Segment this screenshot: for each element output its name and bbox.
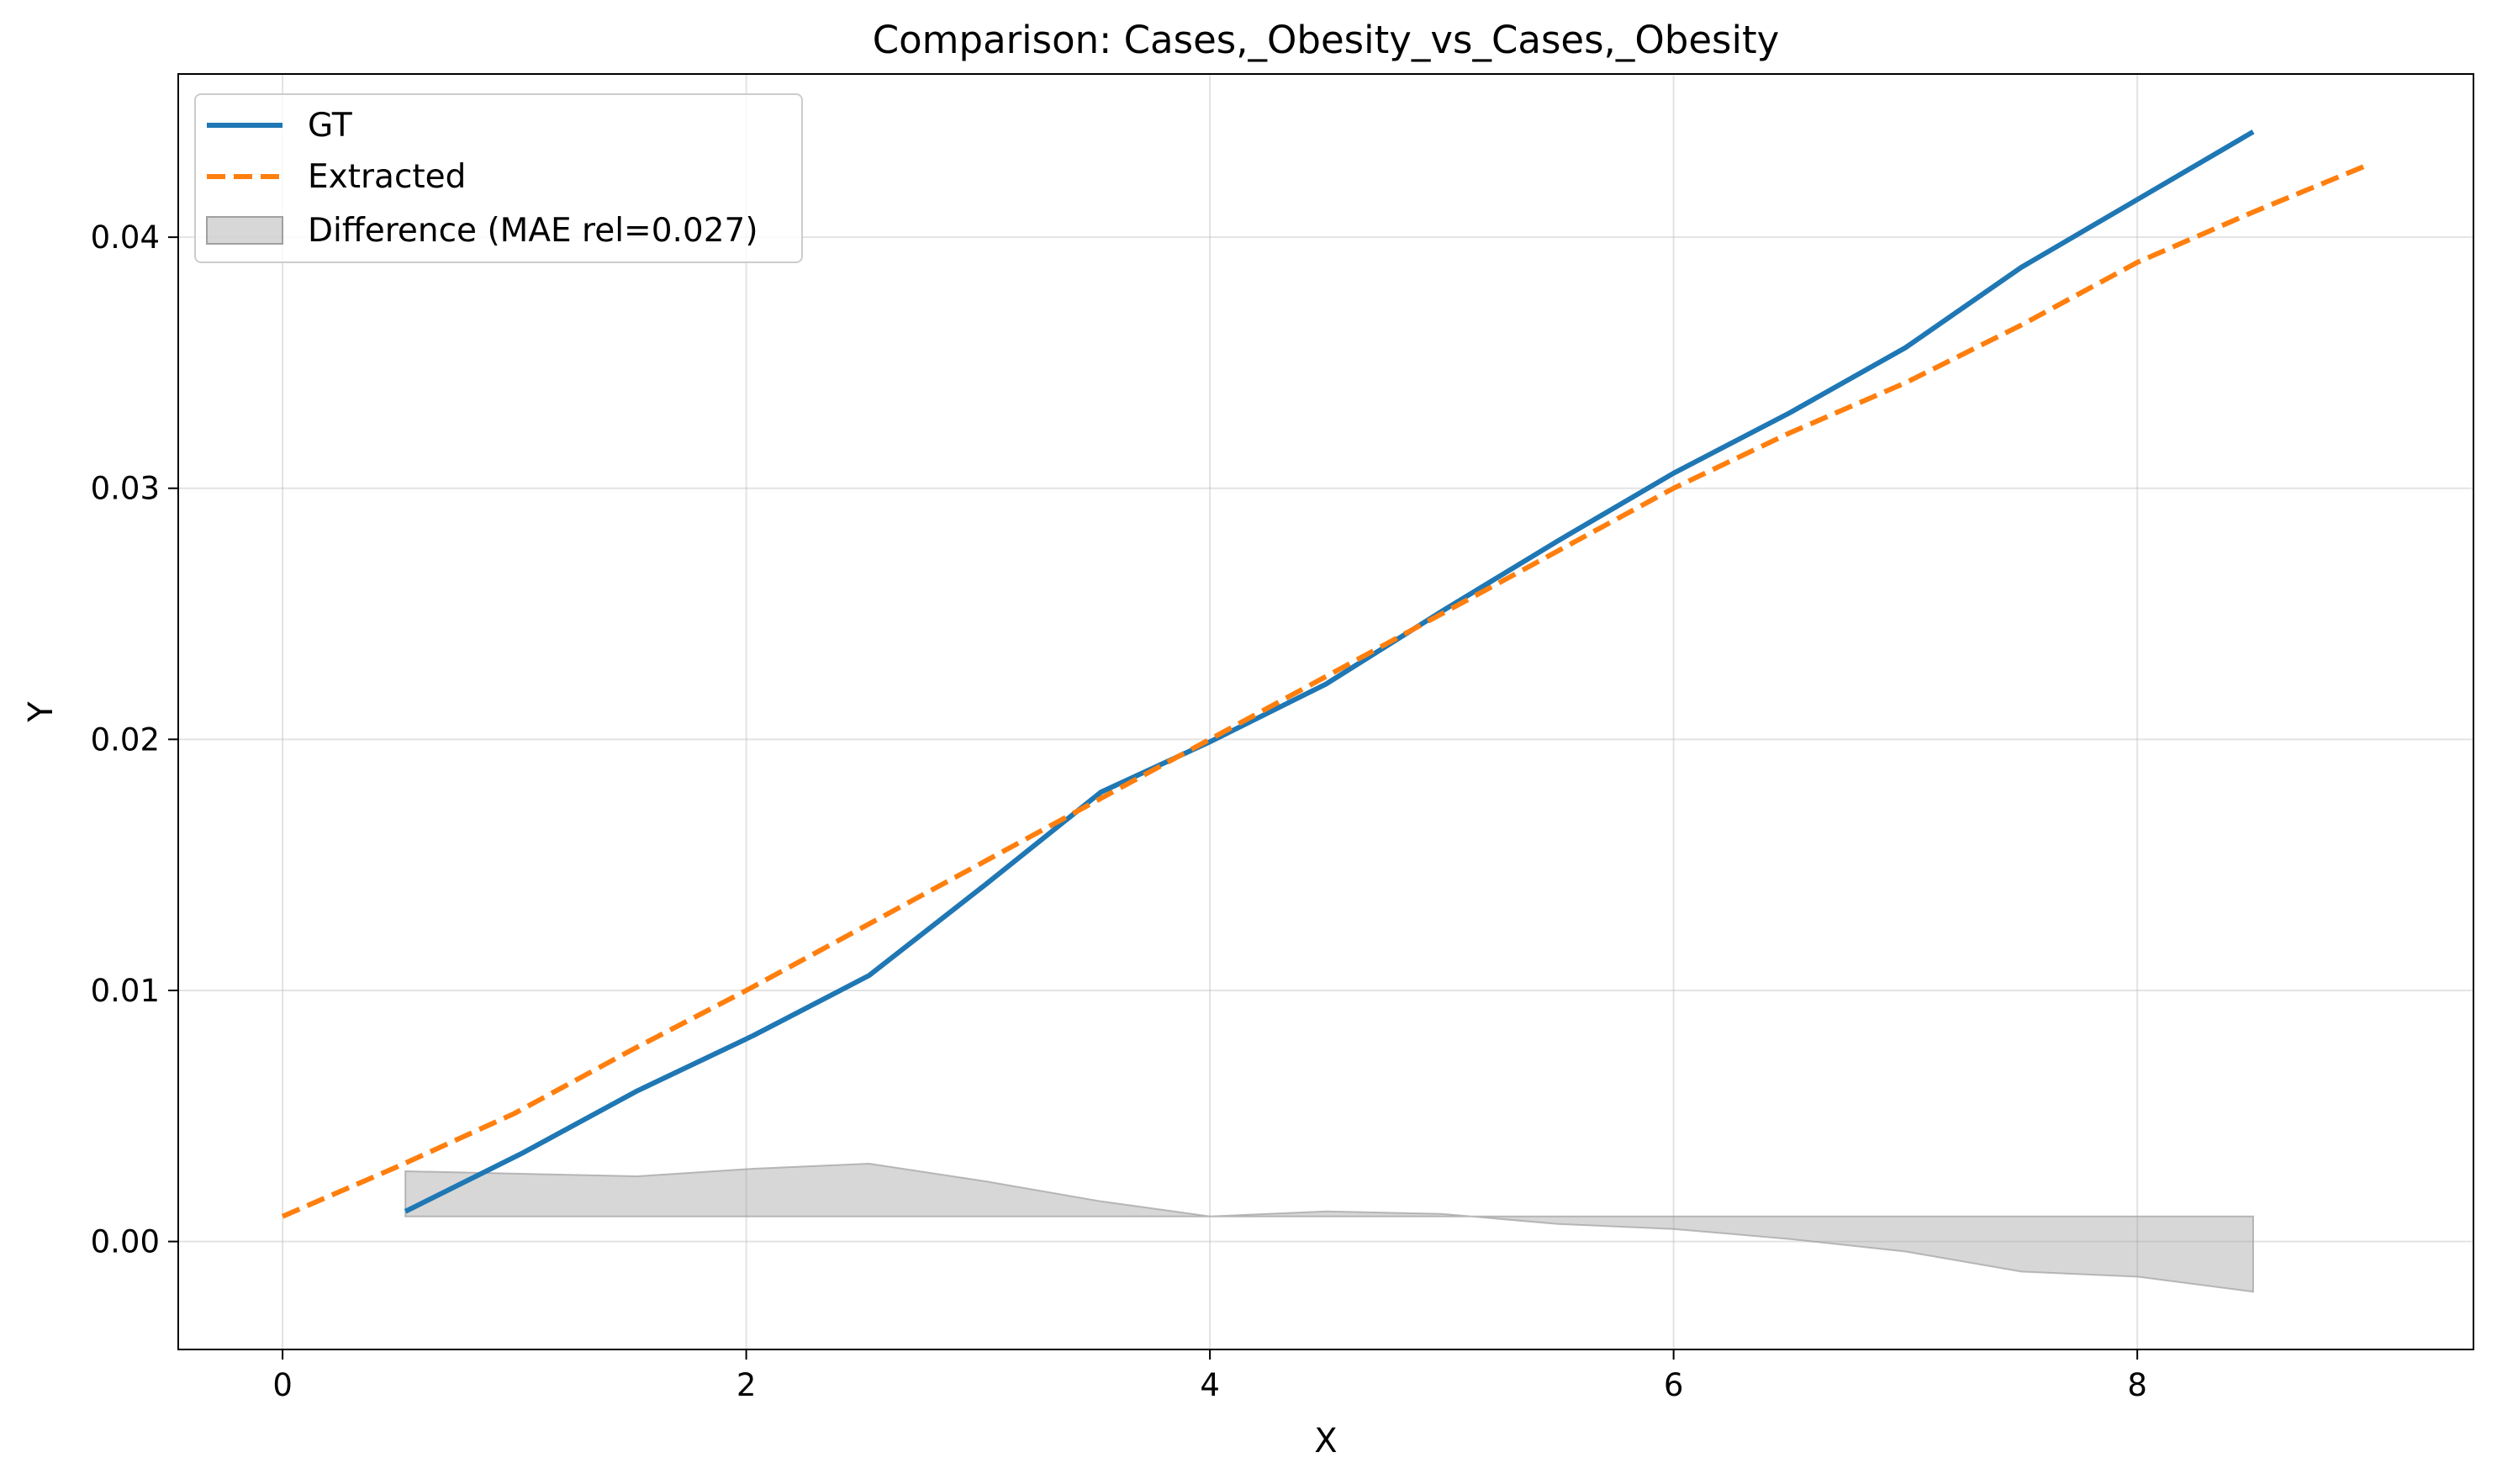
difference-layer (404, 1162, 2254, 1293)
x-tick-label: 2 (736, 1367, 757, 1403)
chart-title: Comparison: Cases,_Obesity_vs_Cases,_Obe… (873, 18, 1780, 62)
y-tick-label: 0.03 (91, 471, 160, 507)
axes-ticks: 0 2 4 6 8 0.00 0.01 0.02 0.03 0.04 (91, 219, 2147, 1403)
x-tick-label: 8 (2127, 1367, 2147, 1403)
series-layer (281, 129, 2371, 1219)
legend-box (194, 93, 803, 263)
difference-area (404, 1162, 2254, 1293)
x-tick-label: 0 (272, 1367, 293, 1403)
y-tick-label: 0.00 (91, 1224, 160, 1260)
y-tick-label: 0.01 (91, 973, 160, 1009)
x-tick-label: 6 (1664, 1367, 1684, 1403)
legend-gt-label: GT (308, 107, 352, 145)
x-tick-label: 4 (1200, 1367, 1220, 1403)
grid (178, 74, 2473, 1349)
x-axis-label: X (1314, 1422, 1337, 1460)
y-tick-label: 0.02 (91, 721, 160, 758)
plot-frame (177, 73, 2474, 1350)
legend-difference-label: Difference (MAE rel=0.027) (308, 212, 758, 250)
legend: GT Extracted Difference (MAE rel=0.027) (194, 93, 803, 263)
y-tick-label: 0.04 (91, 219, 160, 256)
y-axis-label: Y (22, 701, 61, 723)
series-line-extracted (281, 161, 2371, 1219)
legend-extracted-label: Extracted (308, 158, 466, 196)
series-line-gt (404, 129, 2255, 1214)
legend-difference-swatch (206, 216, 283, 245)
